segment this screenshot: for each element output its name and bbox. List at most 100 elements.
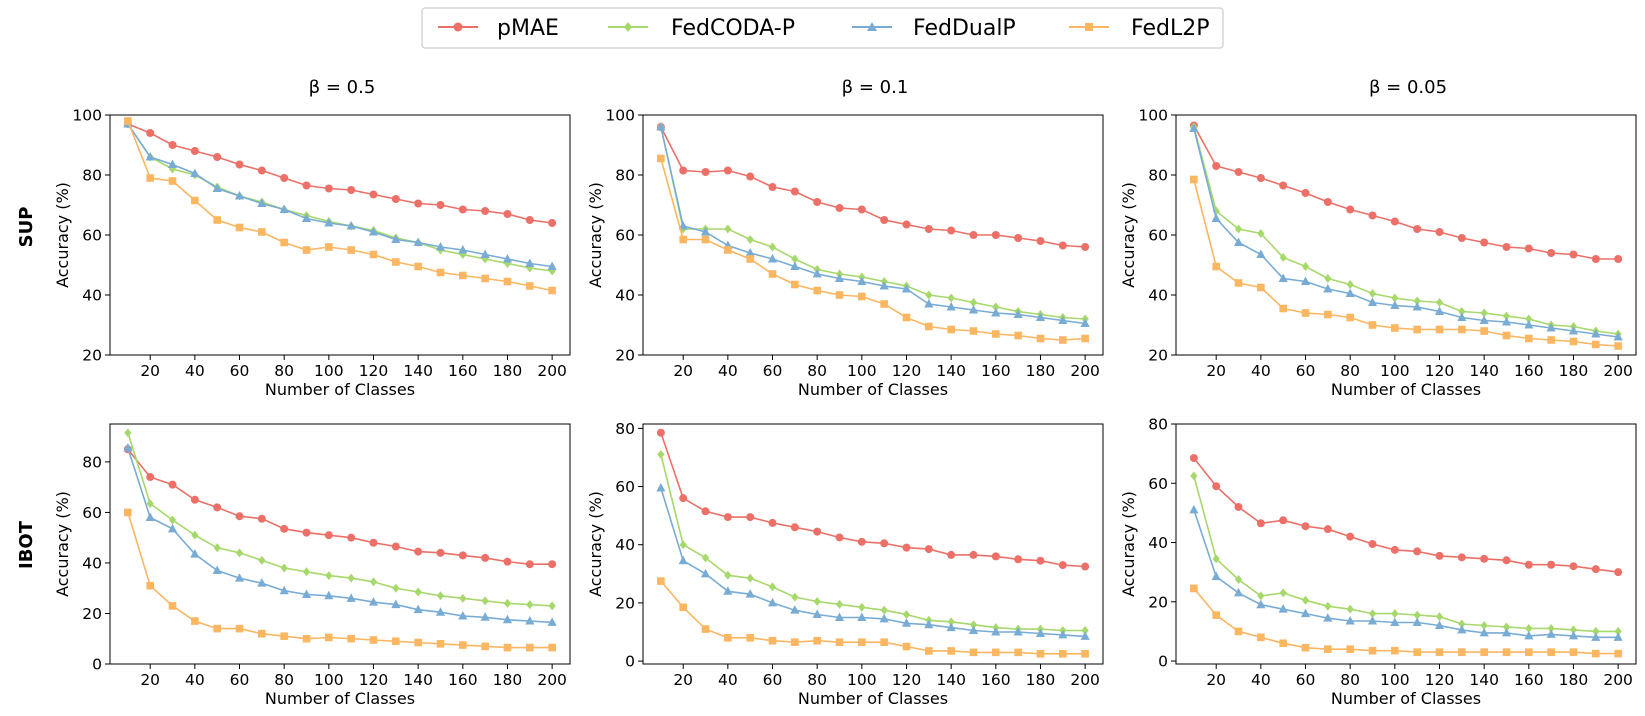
y-tick-label: 0 [625, 653, 635, 671]
x-tick-label: 60 [763, 671, 783, 689]
y-tick-label: 60 [615, 478, 635, 496]
data-point-pmae [168, 141, 177, 149]
data-point-pmae [1301, 522, 1310, 531]
data-point-feddualp [946, 302, 956, 311]
data-point-pmae [746, 513, 755, 522]
y-tick-label: 20 [615, 594, 635, 612]
data-point-fedcoda-p [459, 593, 467, 603]
y-tick-label: 60 [615, 227, 635, 245]
data-point-pmae [414, 547, 423, 556]
data-point-pmae [190, 147, 199, 155]
data-point-fedl2p [436, 268, 445, 277]
data-point-fedl2p [925, 322, 933, 331]
row-label-sup: SUP [16, 207, 37, 248]
data-point-fedcoda-p [992, 302, 1000, 312]
data-point-feddualp [1211, 213, 1221, 222]
data-point-fedl2p [325, 633, 333, 642]
data-point-pmae [1480, 238, 1489, 247]
data-point-fedcoda-p [947, 293, 955, 303]
legend-entry-fedcoda-p: FedCODA-P [608, 16, 795, 41]
y-axis-label: Accuracy (%) [1119, 491, 1138, 597]
data-point-pmae [1390, 545, 1399, 554]
data-point-feddualp [1457, 312, 1467, 321]
data-point-fedcoda-p [392, 583, 400, 593]
x-tick-label: 100 [847, 671, 877, 689]
chart-panel-ibot-beta-0.5: 20 40 60 80 100 120 140 160 180 200020406080Numbe… [53, 423, 571, 708]
x-tick-label: 100 [314, 362, 344, 380]
x-tick-label: 80 [1340, 671, 1360, 689]
legend-entry-feddualp: FedDualP [852, 16, 1016, 41]
data-point-feddualp [656, 483, 666, 492]
data-point-pmae [146, 129, 155, 137]
data-point-fedcoda-p [746, 235, 754, 244]
data-point-fedl2p [1190, 584, 1198, 593]
data-point-fedcoda-p [235, 548, 244, 558]
data-point-feddualp [1390, 617, 1400, 627]
data-point-pmae [257, 166, 266, 175]
data-point-pmae [257, 514, 266, 523]
data-point-fedcoda-p [724, 224, 732, 234]
data-point-feddualp [901, 618, 912, 627]
data-point-fedcoda-p [436, 591, 445, 601]
data-point-feddualp [324, 590, 334, 600]
data-point-fedcoda-p [1190, 471, 1198, 481]
data-point-fedcoda-p [1413, 296, 1421, 306]
data-point-fedcoda-p [880, 605, 888, 615]
x-tick-label: 120 [359, 671, 389, 689]
data-point-pmae [857, 537, 866, 546]
x-tick-label: 180 [1559, 362, 1589, 380]
y-tick-label: 0 [92, 656, 102, 674]
data-point-fedl2p [969, 648, 978, 657]
data-point-fedcoda-p [191, 530, 199, 540]
data-point-feddualp [1189, 504, 1199, 514]
data-point-fedcoda-p [213, 543, 221, 553]
x-axis-label: Number of Classes [1331, 689, 1481, 708]
data-point-fedcoda-p [1212, 554, 1220, 564]
data-point-fedcoda-p [325, 571, 333, 581]
chart-panel-ibot-beta-0.05: 20 40 60 80 100 120 140 160 180 200020406080Numbe… [1119, 416, 1637, 708]
data-point-fedl2p [347, 246, 355, 254]
data-point-fedl2p [813, 286, 821, 295]
data-point-feddualp [212, 183, 222, 192]
x-tick-label: 20 [673, 671, 693, 689]
data-point-pmae [302, 528, 311, 537]
data-point-pmae [1524, 244, 1533, 253]
data-point-feddualp [257, 578, 267, 587]
data-point-feddualp [678, 555, 688, 565]
data-point-fedl2p [746, 634, 754, 642]
y-tick-label: 20 [82, 605, 102, 623]
data-point-fedl2p [1014, 331, 1022, 340]
y-tick-label: 40 [615, 536, 635, 554]
data-point-fedcoda-p [724, 570, 732, 580]
x-tick-label: 60 [1296, 671, 1316, 689]
data-point-pmae [235, 512, 244, 521]
x-tick-label: 40 [718, 362, 738, 380]
data-point-feddualp [767, 254, 778, 263]
column-title-beta-0.05: β = 0.05 [1369, 77, 1447, 98]
data-point-feddualp [1189, 123, 1199, 132]
chart-panel-sup-beta-0.1: 20 40 60 80 100 120 140 160 180 20020406080100Num… [586, 107, 1104, 399]
data-point-fedcoda-p [1547, 623, 1555, 633]
data-point-feddualp [1568, 630, 1579, 640]
data-point-fedl2p [1257, 633, 1265, 642]
data-point-feddualp [1256, 249, 1266, 258]
x-tick-label: 140 [936, 362, 966, 380]
data-point-fedl2p [835, 291, 844, 299]
data-point-pmae [991, 552, 1000, 561]
data-point-fedl2p [724, 634, 732, 642]
x-tick-label: 140 [403, 362, 433, 380]
data-point-pmae [1279, 181, 1288, 190]
y-tick-label: 20 [1148, 593, 1168, 611]
data-point-pmae [947, 550, 956, 559]
data-point-pmae [1390, 217, 1399, 226]
data-point-feddualp [368, 227, 379, 236]
data-point-fedl2p [1480, 327, 1488, 335]
x-axis-label: Number of Classes [1331, 380, 1481, 399]
data-point-fedl2p [1014, 648, 1022, 657]
data-point-feddualp [678, 221, 688, 230]
data-point-fedl2p [679, 603, 687, 612]
data-point-pmae [1502, 556, 1511, 565]
data-point-fedcoda-p [1480, 620, 1488, 630]
data-point-fedl2p [1324, 310, 1332, 319]
